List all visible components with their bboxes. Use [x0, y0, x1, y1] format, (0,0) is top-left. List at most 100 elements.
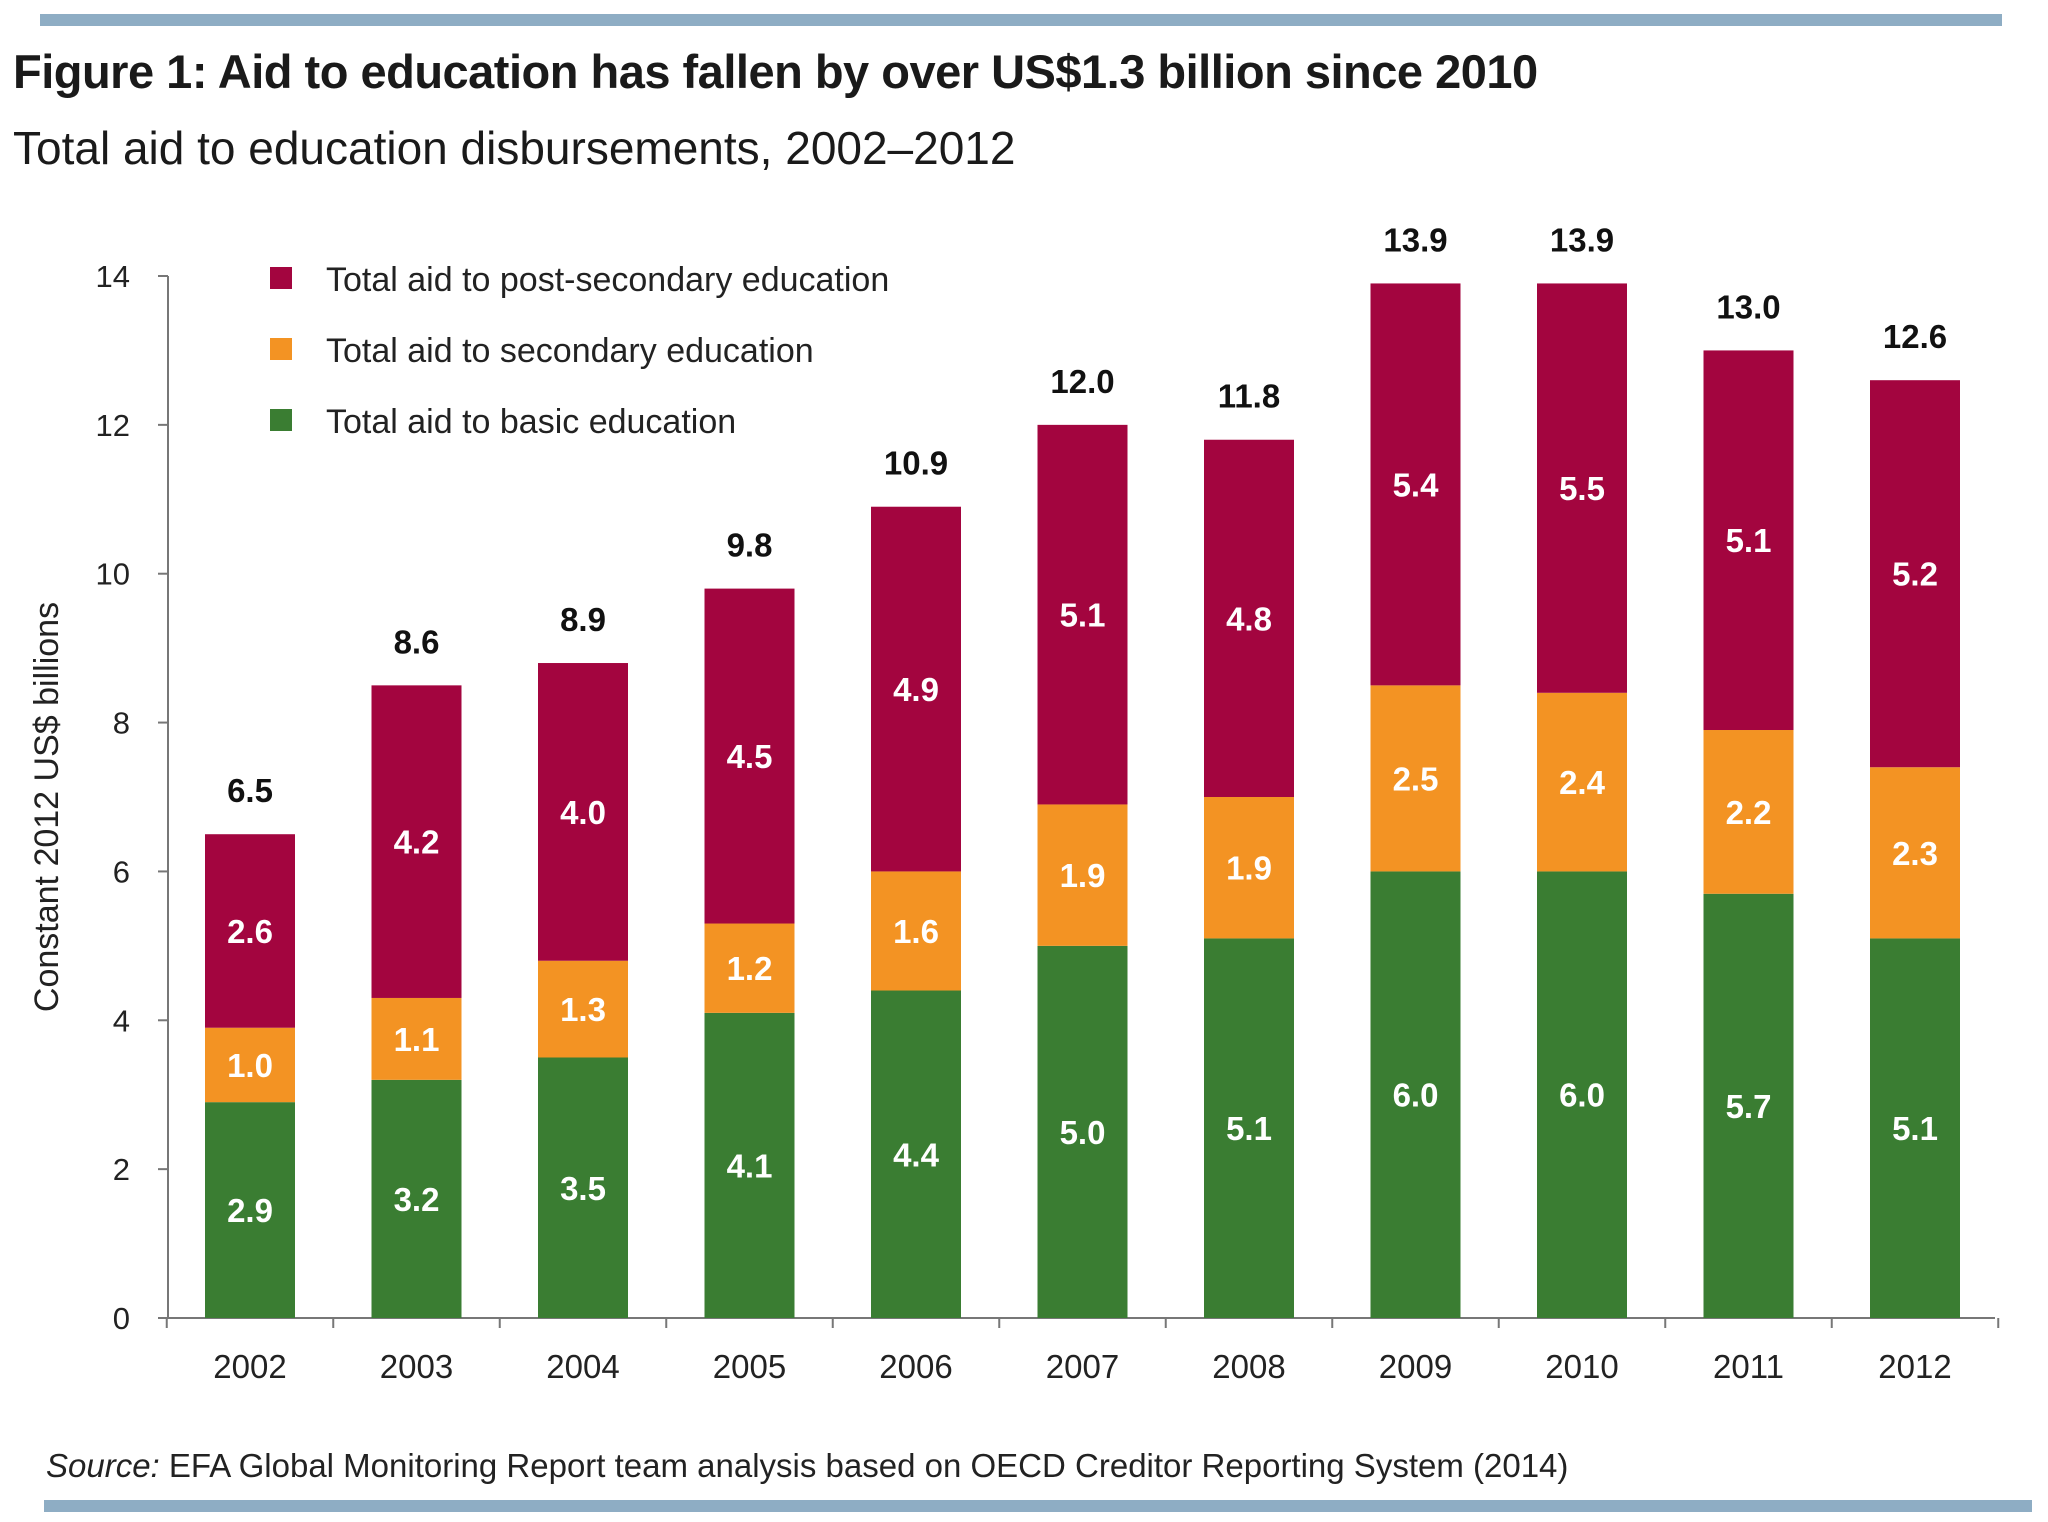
x-tick-label: 2006: [879, 1348, 952, 1385]
y-tick-label: 10: [96, 557, 130, 592]
legend-swatch: [270, 409, 292, 431]
bar-segment: [704, 588, 795, 924]
bar-segment: [1703, 350, 1794, 731]
total-value-label: 11.8: [1218, 378, 1280, 415]
x-tick-label: 2011: [1713, 1348, 1784, 1385]
segment-value-label: 5.4: [1393, 466, 1440, 503]
bar-segment: [205, 1027, 295, 1103]
bar-segment: [538, 663, 628, 961]
segment-value-label: 5.1: [1060, 597, 1106, 634]
bar-segment: [871, 990, 961, 1318]
bar-segment: [1870, 767, 1960, 939]
x-tick-label: 2008: [1212, 1348, 1285, 1385]
legend-swatch: [270, 267, 292, 289]
x-tick-label: 2012: [1878, 1348, 1951, 1385]
bar-segment: [1537, 871, 1627, 1318]
source-text: EFA Global Monitoring Report team analys…: [159, 1447, 1569, 1484]
segment-value-label: 1.3: [560, 991, 606, 1028]
segment-value-label: 4.1: [727, 1147, 773, 1184]
bar-segment: [371, 1079, 462, 1318]
total-value-label: 12.0: [1050, 363, 1114, 400]
segment-value-label: 2.6: [227, 913, 273, 950]
bar-segment: [538, 960, 628, 1058]
bar-segment: [1870, 380, 1960, 768]
total-value-label: 13.9: [1383, 221, 1447, 258]
segment-value-label: 4.2: [394, 824, 440, 861]
y-axis-title: Constant 2012 US$ billions: [28, 602, 66, 1012]
bottom-rule: [44, 1500, 2032, 1512]
bar-segment: [1204, 439, 1294, 797]
total-value-label: 8.9: [560, 601, 606, 638]
segment-value-label: 5.1: [1726, 522, 1772, 559]
segment-value-label: 5.0: [1060, 1114, 1106, 1151]
segment-value-label: 2.2: [1726, 794, 1772, 831]
bar-segment: [704, 1012, 795, 1318]
segment-value-label: 4.8: [1226, 600, 1272, 637]
segment-value-label: 4.9: [893, 671, 939, 708]
segment-value-label: 1.9: [1060, 857, 1106, 894]
bar-segment: [871, 506, 961, 872]
figure-title: Figure 1: Aid to education has fallen by…: [13, 45, 1538, 98]
y-tick-label: 0: [113, 1301, 130, 1336]
segment-value-label: 5.2: [1892, 556, 1938, 593]
total-value-label: 9.8: [727, 527, 773, 564]
bar-segment: [871, 871, 961, 991]
segment-value-label: 6.0: [1393, 1077, 1439, 1114]
figure-subtitle: Total aid to education disbursements, 20…: [13, 122, 1016, 174]
bar-segment: [371, 997, 462, 1080]
segment-value-label: 2.4: [1559, 764, 1606, 801]
segment-value-label: 5.1: [1892, 1110, 1938, 1147]
y-tick-label: 14: [96, 259, 130, 294]
x-tick-label: 2005: [713, 1348, 786, 1385]
bar-segment: [1037, 424, 1128, 805]
segment-value-label: 1.1: [394, 1021, 440, 1058]
y-tick-label: 8: [113, 706, 130, 741]
bar-segment: [205, 1102, 295, 1318]
source-prefix: Source:: [46, 1447, 160, 1484]
x-tick-label: 2004: [546, 1348, 619, 1385]
bar-segment: [1537, 283, 1627, 693]
segment-value-label: 2.9: [227, 1192, 273, 1229]
total-value-label: 8.6: [394, 623, 440, 660]
total-value-label: 12.6: [1883, 318, 1947, 355]
bar-segment: [1037, 945, 1128, 1318]
bar-segment: [704, 923, 795, 1013]
bar-segment: [1537, 692, 1627, 872]
segment-value-label: 6.0: [1559, 1077, 1605, 1114]
x-tick-label: 2009: [1379, 1348, 1452, 1385]
bar-segment: [1870, 938, 1960, 1318]
x-tick-label: 2007: [1046, 1348, 1119, 1385]
y-tick-label: 2: [113, 1152, 130, 1187]
segment-value-label: 5.5: [1559, 470, 1605, 507]
bar-segment: [205, 834, 295, 1028]
segment-value-label: 1.0: [227, 1047, 273, 1084]
x-tick-label: 2003: [380, 1348, 453, 1385]
segment-value-label: 2.3: [1892, 835, 1938, 872]
bar-segment: [1370, 871, 1461, 1318]
segment-value-label: 4.4: [893, 1136, 940, 1173]
bar-segment: [1703, 730, 1794, 894]
y-tick-label: 4: [113, 1003, 130, 1038]
segment-value-label: 5.7: [1726, 1088, 1772, 1125]
top-rule: [40, 14, 2002, 26]
bar-segment: [1204, 797, 1294, 939]
bar-segment: [538, 1057, 628, 1318]
bar-segment: [1037, 804, 1128, 946]
segment-value-label: 1.6: [893, 913, 939, 950]
x-tick-label: 2002: [213, 1348, 286, 1385]
segment-value-label: 2.5: [1393, 760, 1439, 797]
source-note: Source: EFA Global Monitoring Report tea…: [46, 1447, 1568, 1485]
total-value-label: 13.0: [1716, 288, 1780, 325]
segment-value-label: 1.2: [727, 950, 773, 987]
y-tick-label: 6: [113, 854, 130, 889]
legend-label: Total aid to post-secondary education: [326, 261, 889, 299]
bar-segment: [1204, 938, 1294, 1318]
total-value-label: 13.9: [1550, 221, 1614, 258]
bar-segment: [371, 685, 462, 998]
total-value-label: 10.9: [884, 445, 948, 482]
bar-segment: [1703, 893, 1794, 1318]
segment-value-label: 4.0: [560, 794, 606, 831]
x-tick-label: 2010: [1545, 1348, 1618, 1385]
legend-label: Total aid to secondary education: [326, 332, 814, 370]
